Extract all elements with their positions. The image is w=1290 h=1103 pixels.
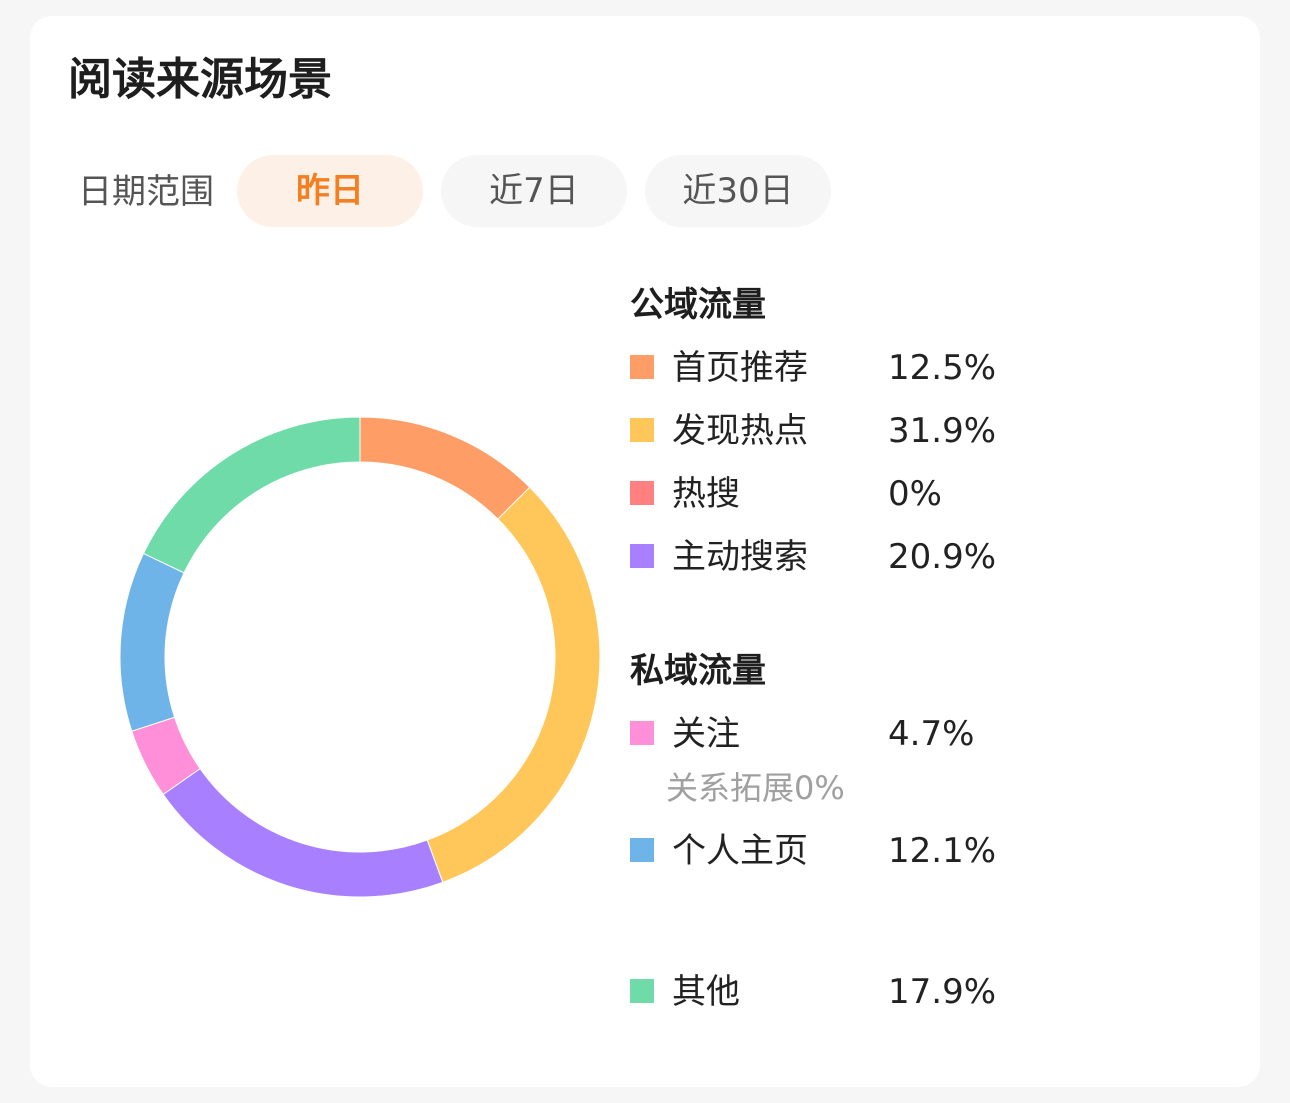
legend-value: 31.9%: [888, 411, 997, 451]
legend-item-hot-search: 热搜 0%: [630, 472, 1050, 516]
legend-item-discover-hot: 发现热点 31.9%: [630, 409, 1050, 453]
reading-source-card: 阅读来源场景 日期范围 昨日 近7日 近30日: [30, 16, 1260, 1087]
legend-item-home-recommend: 首页推荐 12.5%: [630, 346, 1050, 390]
legend-swatch: [630, 481, 654, 505]
legend-name: 主动搜索: [672, 537, 808, 577]
legend-value: 20.9%: [888, 537, 997, 577]
legend-swatch: [630, 418, 654, 442]
legend-swatch: [630, 544, 654, 568]
date-range-label: 日期范围: [78, 172, 214, 212]
legend-swatch: [630, 979, 654, 1003]
legend-item-active-search: 主动搜索 20.9%: [630, 535, 1050, 579]
relation-expand-note: 关系拓展0%: [666, 769, 845, 807]
legend-name: 其他: [672, 972, 740, 1012]
range-30-days-button[interactable]: 近30日: [645, 155, 831, 227]
range-7-days-button[interactable]: 近7日: [441, 155, 627, 227]
donut-slice-other: [142, 417, 361, 574]
legend-value: 0%: [888, 474, 942, 514]
legend-name: 关注: [672, 714, 740, 754]
legend-name: 个人主页: [672, 831, 808, 871]
legend-swatch: [630, 838, 654, 862]
donut-slice-home-recommend: [359, 417, 531, 520]
legend-value: 4.7%: [888, 714, 975, 754]
donut-slice-discover-hot: [426, 486, 600, 883]
legend-value: 12.1%: [888, 831, 997, 871]
legend-swatch: [630, 355, 654, 379]
donut-chart: [120, 417, 600, 897]
legend-name: 热搜: [672, 474, 740, 514]
donut-slice-profile: [120, 552, 185, 732]
donut-slice-active-search: [162, 767, 444, 897]
legend-item-follow: 关注 4.7%: [630, 712, 1050, 756]
legend-value: 17.9%: [888, 972, 997, 1012]
legend-swatch: [630, 721, 654, 745]
legend-item-profile: 个人主页 12.1%: [630, 829, 1050, 873]
legend-item-other: 其他 17.9%: [630, 970, 1050, 1014]
private-traffic-title: 私域流量: [630, 651, 766, 691]
public-traffic-title: 公域流量: [630, 285, 766, 325]
page-title: 阅读来源场景: [68, 54, 332, 105]
legend-value: 12.5%: [888, 348, 997, 388]
range-yesterday-button[interactable]: 昨日: [237, 155, 423, 227]
legend-name: 发现热点: [672, 411, 808, 451]
legend-name: 首页推荐: [672, 348, 808, 388]
